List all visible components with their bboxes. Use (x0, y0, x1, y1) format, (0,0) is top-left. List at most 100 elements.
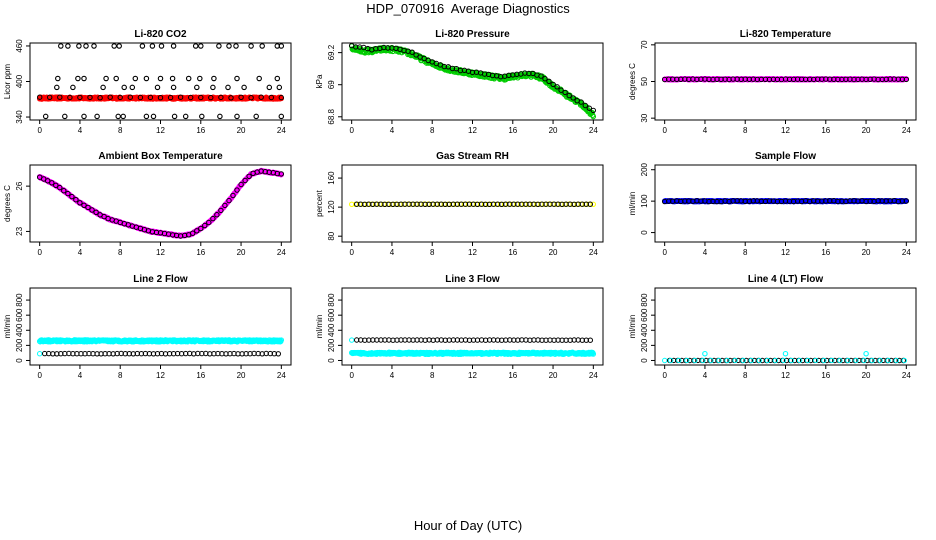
x-tick-label: 12 (468, 126, 477, 135)
data-point (45, 178, 51, 184)
x-tick-label: 24 (277, 248, 286, 257)
data-point (107, 94, 113, 100)
data-point (100, 84, 106, 91)
x-tick-label: 24 (902, 248, 911, 257)
data-point (171, 113, 178, 120)
y-axis-label: ml/min (628, 192, 637, 216)
series-2-black (354, 201, 593, 208)
x-tick-label: 8 (118, 248, 123, 257)
data-point (120, 113, 126, 120)
data-point (246, 173, 252, 180)
data-point (274, 75, 281, 82)
data-point (278, 94, 284, 101)
data-point (42, 113, 49, 120)
y-tick-label: 80 (327, 231, 336, 240)
data-point (278, 337, 285, 343)
x-tick-label: 24 (589, 126, 598, 135)
data-point (541, 74, 547, 81)
data-point (764, 357, 771, 364)
y-axis-label: ml/min (628, 315, 637, 339)
x-axis-title: Hour of Day (UTC) (413, 518, 523, 533)
data-point (413, 52, 419, 58)
data-point (182, 113, 189, 120)
data-point (676, 357, 682, 364)
series-2-black (662, 76, 909, 83)
plot-frame (654, 287, 917, 366)
x-tick-label: 16 (821, 248, 830, 257)
data-point (813, 357, 819, 364)
x-tick-label: 0 (349, 371, 354, 380)
data-point (85, 204, 91, 211)
x-tick-label: 12 (156, 126, 165, 135)
y-tick-label: 200 (15, 338, 24, 352)
data-point (197, 75, 203, 82)
data-point (278, 113, 285, 120)
x-tick-label: 0 (37, 126, 42, 135)
x-tick-label: 20 (549, 126, 558, 135)
data-point (127, 94, 134, 100)
data-point (587, 337, 593, 343)
data-point (234, 75, 240, 82)
data-point (49, 180, 55, 186)
data-point (225, 84, 231, 91)
data-point (97, 95, 103, 101)
x-tick-label: 20 (237, 126, 246, 135)
data-point (837, 357, 843, 364)
x-tick-label: 8 (430, 126, 435, 135)
x-tick-label: 8 (118, 371, 123, 380)
data-point (590, 107, 596, 114)
data-point (210, 84, 216, 91)
x-tick-label: 16 (196, 126, 205, 135)
data-point (233, 43, 239, 49)
data-point (278, 171, 284, 177)
data-point (578, 99, 584, 105)
panel-2: Li-820 Pressure kPa 0 4 8 12 16 20 24 68.8 69 69.2 (315, 29, 604, 135)
y-tick-label: 160 (327, 171, 336, 185)
data-point (853, 357, 859, 364)
data-point (167, 94, 174, 101)
plot-frame (29, 42, 292, 121)
data-point (893, 357, 899, 364)
data-point (222, 202, 228, 209)
data-point (87, 94, 93, 101)
x-tick-label: 4 (703, 371, 708, 380)
panel-title: Ambient Box Temperature (98, 151, 223, 162)
data-point (129, 84, 136, 91)
data-point (188, 94, 194, 101)
data-point (198, 225, 204, 232)
data-point (91, 43, 97, 49)
data-point (206, 219, 212, 226)
x-tick-label: 4 (703, 248, 708, 257)
x-tick-label: 16 (821, 371, 830, 380)
y-tick-label: 460 (15, 39, 24, 53)
data-point (259, 43, 265, 49)
data-point (582, 102, 588, 109)
data-point (241, 84, 247, 91)
data-point (805, 357, 811, 364)
series-3-black (42, 350, 281, 357)
data-point (57, 94, 63, 100)
x-tick-label: 20 (237, 371, 246, 380)
y-axis-label: ml/min (3, 315, 12, 339)
y-tick-label: 200 (327, 338, 336, 352)
data-point (702, 350, 708, 357)
data-point (158, 43, 165, 49)
x-tick-label: 12 (468, 248, 477, 257)
data-point (590, 351, 597, 357)
data-point (708, 357, 714, 364)
x-tick-label: 12 (781, 126, 790, 135)
data-point (586, 105, 592, 111)
data-point (103, 75, 109, 82)
data-point (275, 351, 281, 357)
data-point (554, 84, 560, 90)
data-point (67, 94, 73, 101)
y-tick-label: 400 (640, 323, 649, 337)
x-tick-label: 4 (390, 248, 395, 257)
x-tick-label: 8 (118, 126, 123, 135)
data-point (185, 75, 192, 82)
x-tick-label: 0 (662, 248, 667, 257)
x-tick-label: 20 (862, 248, 871, 257)
panel-5: Gas Stream RH percent 0 4 8 12 16 20 24 80 120 160 (315, 151, 604, 257)
data-point (226, 43, 232, 49)
y-axis-label: kPa (315, 74, 324, 88)
